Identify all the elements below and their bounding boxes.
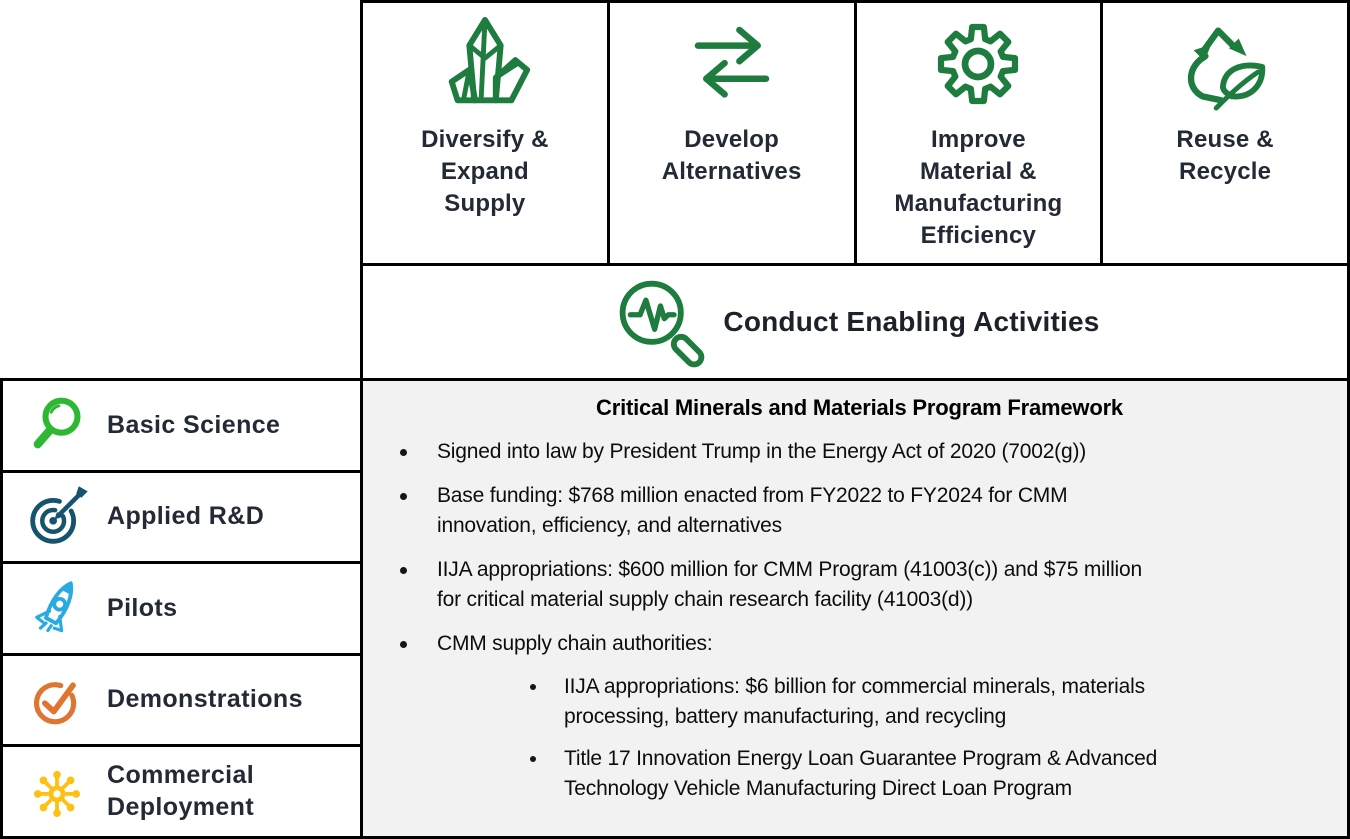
bullet-item: Base funding: $768 million enacted from …: [400, 481, 1319, 541]
magnifier-icon: [33, 397, 81, 449]
stage-row-demonstrations: Demonstrations: [3, 655, 360, 745]
target-dart-icon: [30, 486, 88, 544]
sub-bullet-item: IIJA appropriations: $6 billion for comm…: [530, 672, 1157, 732]
check-circle-icon: [33, 682, 77, 725]
bullet-text: IIJA appropriations: $600 million for CM…: [437, 558, 1142, 611]
bullet-text: Base funding: $768 million enacted from …: [437, 484, 1068, 537]
strategy-icon-slot: [1176, 11, 1274, 117]
strategy-grid: Diversify & Expand Supply Develop Altern…: [360, 0, 1350, 378]
bullet-text: Signed into law by President Trump in th…: [437, 440, 1087, 463]
stage-label: Basic Science: [107, 410, 281, 439]
pulse-magnifier-icon: [620, 280, 705, 367]
sub-bullet-list: IIJA appropriations: $6 billion for comm…: [530, 672, 1157, 804]
bullet-dot: [400, 641, 407, 648]
strategy-label: Develop Alternatives: [661, 126, 802, 185]
stage-label: Pilots: [107, 593, 178, 622]
crystal-icon: [448, 16, 530, 104]
stage-row-commercial-deployment: Commercial Deployment: [3, 747, 360, 836]
bullet-item: CMM supply chain authorities: IIJA appro…: [400, 629, 1319, 816]
sub-bullet-text: Title 17 Innovation Energy Loan Guarante…: [564, 747, 1158, 800]
panel-title: Critical Minerals and Materials Program …: [596, 395, 1123, 420]
rdd-stages-column: Basic Science Applied R&D: [0, 378, 363, 839]
bullet-item: Signed into law by President Trump in th…: [400, 437, 1319, 467]
strategy-box-diversify-expand-supply: Diversify & Expand Supply: [363, 3, 607, 263]
bullet-dot: [400, 493, 407, 500]
sub-bullet-text: IIJA appropriations: $6 billion for comm…: [564, 675, 1145, 728]
strategy-icon-slot: [930, 11, 1026, 117]
strategy-label: Reuse & Recycle: [1176, 126, 1274, 185]
strategy-label: Improve Material & Manufacturing Efficie…: [894, 126, 1063, 249]
strategy-box-develop-alternatives: Develop Alternatives: [609, 3, 854, 263]
hub-network-icon: [33, 770, 81, 817]
rocket-icon: [35, 581, 74, 633]
strategy-box-reuse-recycle: Reuse & Recycle: [1103, 3, 1347, 263]
strategy-label: Diversify & Expand Supply: [421, 126, 549, 217]
stage-row-basic-science: Basic Science: [3, 381, 360, 470]
stage-label: Commercial Deployment: [107, 761, 255, 821]
sub-bullet-item: Title 17 Innovation Energy Loan Guarante…: [530, 744, 1157, 804]
strategy-icon-slot: [436, 11, 534, 117]
strategy-box-improve-efficiency: Improve Material & Manufacturing Efficie…: [856, 3, 1101, 263]
gear-icon: [938, 23, 1019, 105]
stage-row-pilots: Pilots: [3, 564, 360, 653]
bullet-text: CMM supply chain authorities:: [437, 632, 713, 655]
enabling-activities-label: Conduct Enabling Activities: [723, 306, 1100, 337]
stage-label: Applied R&D: [107, 502, 265, 531]
recycle-leaf-icon: [1188, 27, 1266, 111]
bullet-dot: [530, 684, 536, 690]
strategy-icon-slot: [686, 11, 778, 117]
enabling-activities-banner: Conduct Enabling Activities: [363, 266, 1347, 378]
swap-arrows-icon: [694, 26, 769, 98]
stage-row-applied-rd: Applied R&D: [3, 472, 360, 562]
bullet-dot: [400, 449, 407, 456]
framework-panel: Critical Minerals and Materials Program …: [360, 378, 1350, 839]
stage-label: Demonstrations: [107, 685, 303, 714]
bullet-dot: [530, 756, 536, 762]
bullet-item: IIJA appropriations: $600 million for CM…: [400, 555, 1319, 615]
bullet-dot: [400, 567, 407, 574]
